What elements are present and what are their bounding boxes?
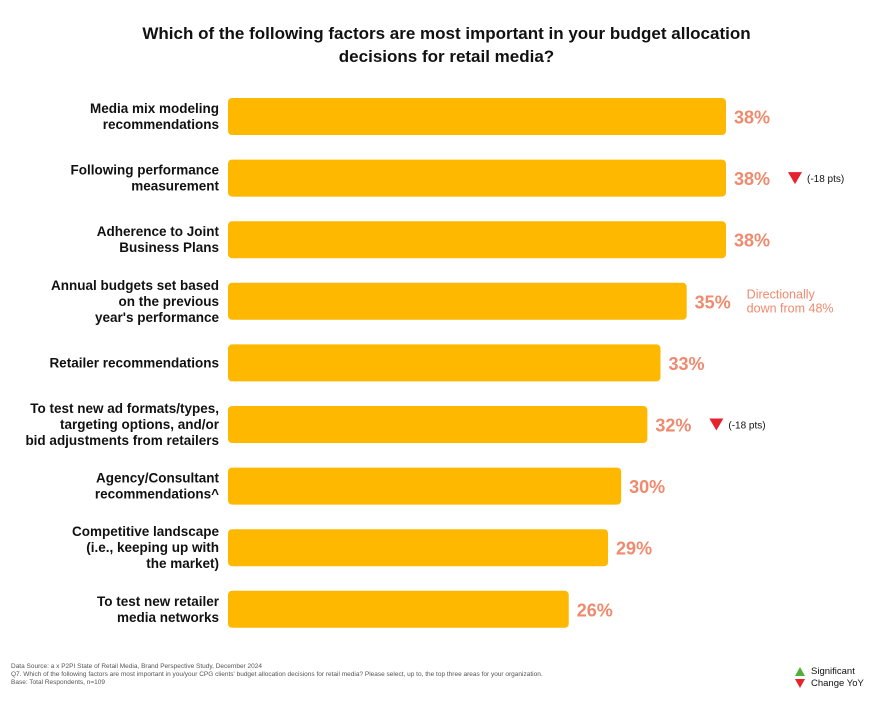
bar-7	[228, 467, 622, 505]
bar-3	[228, 221, 726, 259]
legend: Significant Change YoY	[795, 665, 887, 689]
category-label-4: Annual budgets set based on the previous y…	[51, 278, 220, 325]
footer-question: Q7. Which of the following factors are m…	[11, 671, 543, 678]
bar-chart: Media mix modeling recommendations 38% Foll…	[25, 98, 844, 628]
change-down-icon-6	[709, 418, 724, 431]
value-label-2: 38%	[734, 169, 770, 189]
value-label-9: 26%	[577, 600, 613, 620]
value-label-6: 32%	[655, 416, 691, 436]
value-label-5: 33%	[668, 354, 704, 374]
triangle-down-icon	[795, 678, 805, 688]
change-down-icon-2	[788, 172, 802, 185]
value-label-7: 30%	[629, 477, 665, 497]
value-label-1: 38%	[734, 108, 770, 128]
category-label-7: Agency/Consultant recommendations^	[95, 471, 220, 502]
footer-notes: Data Source: a x P2PI State of Retail Me…	[11, 663, 711, 687]
category-label-3: Adherence to Joint Business Plans	[97, 224, 220, 255]
footer-source: Data Source: a x P2PI State of Retail Me…	[11, 663, 262, 670]
category-label-6: To test new ad formats/types, targeting o…	[25, 401, 219, 448]
footer-base: Base: Total Respondents, n=109	[11, 679, 106, 686]
bar-1	[228, 98, 726, 135]
legend-label-significant: Significant	[811, 665, 855, 677]
triangle-up-icon	[795, 666, 805, 676]
category-label-9: To test new retailer media networks	[97, 594, 220, 625]
bar-8	[228, 529, 609, 567]
chart-title: Which of the following factors are most …	[142, 24, 751, 66]
legend-label-change: Change YoY	[811, 677, 864, 689]
annotation-note-4: Directionally down from 48%	[747, 287, 834, 315]
bar-6	[228, 406, 648, 443]
legend-row-change: Change YoY	[795, 677, 887, 689]
value-label-8: 29%	[616, 539, 652, 559]
change-label-6: (-18 pts)	[728, 421, 765, 432]
category-label-5: Retailer recommendations	[49, 355, 219, 370]
change-label-2: (-18 pts)	[807, 174, 844, 185]
category-label-1: Media mix modeling recommendations	[90, 101, 219, 132]
value-label-4: 35%	[695, 292, 731, 312]
bar-2	[228, 159, 726, 197]
category-label-2: Following performance measurement	[70, 163, 219, 194]
bar-4	[228, 282, 687, 320]
value-label-3: 38%	[734, 231, 770, 251]
category-label-8: Competitive landscape (i.e., keeping up w…	[72, 524, 220, 571]
bar-5	[228, 344, 661, 382]
legend-row-significant: Significant	[795, 665, 887, 677]
bar-9	[228, 590, 569, 628]
